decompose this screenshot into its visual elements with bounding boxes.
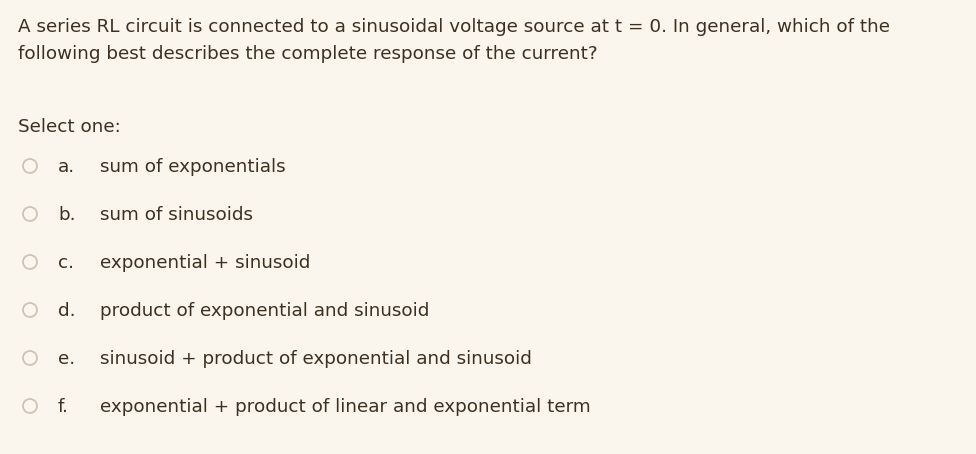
Text: d.: d. bbox=[58, 302, 75, 320]
Text: Select one:: Select one: bbox=[18, 118, 121, 136]
Text: f.: f. bbox=[58, 398, 69, 416]
Text: a.: a. bbox=[58, 158, 75, 176]
Text: c.: c. bbox=[58, 254, 74, 272]
Text: b.: b. bbox=[58, 206, 75, 224]
Text: sum of sinusoids: sum of sinusoids bbox=[100, 206, 253, 224]
Text: exponential + product of linear and exponential term: exponential + product of linear and expo… bbox=[100, 398, 590, 416]
Text: product of exponential and sinusoid: product of exponential and sinusoid bbox=[100, 302, 429, 320]
Text: exponential + sinusoid: exponential + sinusoid bbox=[100, 254, 310, 272]
Text: sum of exponentials: sum of exponentials bbox=[100, 158, 286, 176]
Text: sinusoid + product of exponential and sinusoid: sinusoid + product of exponential and si… bbox=[100, 350, 532, 368]
Text: A series RL circuit is connected to a sinusoidal voltage source at t = 0. In gen: A series RL circuit is connected to a si… bbox=[18, 18, 890, 63]
Text: e.: e. bbox=[58, 350, 75, 368]
